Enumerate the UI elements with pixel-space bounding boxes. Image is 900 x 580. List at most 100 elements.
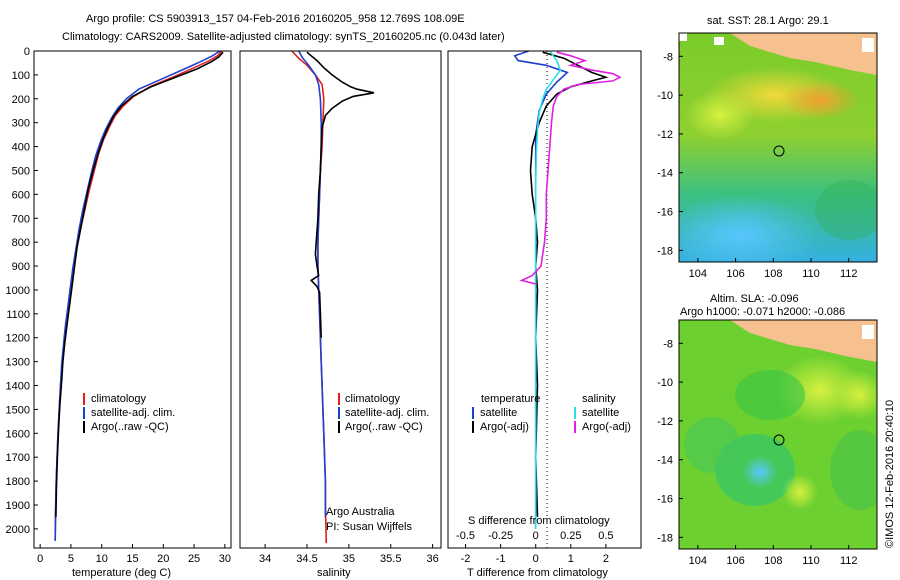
series-line-argo-raw-qc- — [55, 51, 224, 517]
map-x-tick-label: 112 — [840, 268, 858, 280]
series-line-climatology — [54, 50, 223, 541]
s-difference-tick-label: 0 — [533, 530, 539, 542]
x-tick-label: 20 — [157, 553, 169, 565]
s-difference-tick-label: -0.5 — [456, 530, 475, 542]
sla-map-title: Altim. SLA: -0.096 — [710, 293, 799, 305]
x-tick-label: 0 — [533, 553, 539, 565]
depth-y-ticks: 0 100 200 300 400 500 600 700 800 900 1000 1100 1200… — [6, 46, 38, 536]
sla-map-x-ticks: 104 106 108 110 112 — [689, 545, 857, 567]
series-line-satellite-adj-clim- — [297, 50, 327, 517]
map-x-tick-label: 110 — [802, 555, 820, 567]
sst-map-title: sat. SST: 28.1 Argo: 29.1 — [707, 15, 829, 27]
difference-series — [513, 50, 622, 529]
s-difference-tick-label: 0.25 — [560, 530, 581, 542]
y-tick-label: 500 — [12, 165, 30, 177]
y-tick-label: 1800 — [6, 476, 30, 488]
difference-x-ticks: -2 -1 0 1 2 — [461, 544, 609, 565]
map-y-tick-label: -18 — [657, 532, 673, 544]
legend-label-argo: Argo(..raw -QC) — [91, 421, 169, 433]
x-tick-label: 0 — [37, 553, 43, 565]
map-y-tick-label: -14 — [657, 168, 673, 180]
sst-map-y-ticks: -8 -10 -12 -14 -16 -18 — [657, 51, 683, 257]
temperature-axes-frame — [33, 50, 232, 549]
x-tick-label: 36 — [427, 553, 439, 565]
map-x-tick-label: 104 — [689, 268, 707, 280]
difference-legend: temperature salinity satellite Argo(-adj… — [472, 393, 631, 433]
y-tick-label: 800 — [12, 237, 30, 249]
sst-map-x-ticks: 104 106 108 110 112 — [689, 258, 858, 280]
map-x-tick-label: 106 — [726, 268, 744, 280]
legend-label-climatology: climatology — [91, 393, 147, 405]
legend-label-satellite: satellite-adj. clim. — [91, 407, 175, 419]
temperature-panel: 0 5 10 15 20 25 30 0 100 200 300 400 500 600 700 800 90… — [6, 46, 232, 579]
y-tick-label: 0 — [24, 46, 30, 58]
sla-map-subtitle: Argo h1000: -0.071 h2000: -0.086 — [680, 306, 845, 318]
map-y-tick-label: -16 — [657, 494, 673, 506]
y-tick-label: 1900 — [6, 500, 30, 512]
s-difference-tick-label: 0.5 — [598, 530, 613, 542]
s-difference-label: S difference from climatology — [468, 515, 610, 527]
sst-map-field — [679, 33, 877, 262]
x-tick-label: 25 — [188, 553, 200, 565]
y-tick-label: 100 — [12, 70, 30, 82]
title-line-1: Argo profile: CS 5903913_157 04-Feb-2016… — [86, 13, 465, 25]
map-y-tick-label: -8 — [663, 338, 673, 350]
x-tick-label: 35.5 — [380, 553, 401, 565]
series-line-argo-raw-qc- — [306, 51, 375, 338]
x-tick-label: 35 — [343, 553, 355, 565]
series-line-t-satellite — [513, 50, 569, 529]
series-line-satellite-adj-clim- — [54, 50, 221, 541]
salinity-series — [291, 50, 375, 544]
temperature-x-label: temperature (deg C) — [72, 567, 171, 579]
map-x-tick-label: 104 — [689, 555, 707, 567]
sst-map-frame — [678, 32, 878, 263]
y-tick-label: 1600 — [6, 428, 30, 440]
y-tick-label: 1200 — [6, 333, 30, 345]
temperature-legend: climatology satellite-adj. clim. Argo(..… — [83, 393, 175, 433]
y-tick-label: 1700 — [6, 452, 30, 464]
difference-panel: -2 -1 0 1 2 -0.5 -0.25 0 0.25 0.5 S difference f… — [447, 50, 642, 579]
legend-label-t-argo: Argo(-adj) — [480, 421, 529, 433]
x-tick-label: -2 — [461, 553, 471, 565]
series-line-t-argo — [529, 51, 609, 517]
t-difference-x-label: T difference from climatology — [467, 567, 608, 579]
s-difference-tick-label: -0.25 — [488, 530, 513, 542]
x-tick-label: 2 — [603, 553, 609, 565]
sla-map-field — [679, 320, 877, 549]
legend-label-argo: Argo(..raw -QC) — [345, 421, 423, 433]
argo-australia-annotation: Argo Australia — [326, 506, 395, 518]
y-tick-label: 200 — [12, 94, 30, 106]
map-y-tick-label: -12 — [657, 129, 673, 141]
legend-title-salinity: salinity — [582, 393, 616, 405]
salinity-axes-frame — [239, 50, 442, 549]
legend-label-s-argo: Argo(-adj) — [582, 421, 631, 433]
y-tick-label: 400 — [12, 142, 30, 154]
salinity-x-label: salinity — [317, 567, 351, 579]
map-x-tick-label: 108 — [764, 268, 782, 280]
series-line-s-argo — [519, 51, 622, 285]
sla-map: Altim. SLA: -0.096 Argo h1000: -0.071 h2… — [657, 293, 878, 567]
y-tick-label: 1300 — [6, 357, 30, 369]
legend-label-t-satellite: satellite — [480, 407, 517, 419]
legend-title-temperature: temperature — [481, 393, 540, 405]
salinity-panel: 34 34.5 35 35.5 36 salinity climatology sate… — [239, 50, 442, 579]
map-y-tick-label: -10 — [657, 377, 673, 389]
y-tick-label: 1400 — [6, 381, 30, 393]
x-tick-label: -1 — [496, 553, 506, 565]
map-y-tick-label: -14 — [657, 455, 673, 467]
map-y-tick-label: -8 — [663, 51, 673, 63]
title-line-2: Climatology: CARS2009. Satellite-adjuste… — [62, 31, 505, 43]
series-line-s-satellite — [534, 50, 562, 529]
legend-label-climatology: climatology — [345, 393, 401, 405]
sst-map: sat. SST: 28.1 Argo: 29.1 104 106 108 110 11… — [657, 15, 878, 280]
y-tick-label: 700 — [12, 213, 30, 225]
x-tick-label: 30 — [219, 553, 231, 565]
legend-label-s-satellite: satellite — [582, 407, 619, 419]
x-tick-label: 10 — [96, 553, 108, 565]
map-x-tick-label: 108 — [764, 555, 782, 567]
map-y-tick-label: -16 — [657, 207, 673, 219]
y-tick-label: 2000 — [6, 524, 30, 536]
x-tick-label: 5 — [68, 553, 74, 565]
map-y-tick-label: -18 — [657, 245, 673, 257]
